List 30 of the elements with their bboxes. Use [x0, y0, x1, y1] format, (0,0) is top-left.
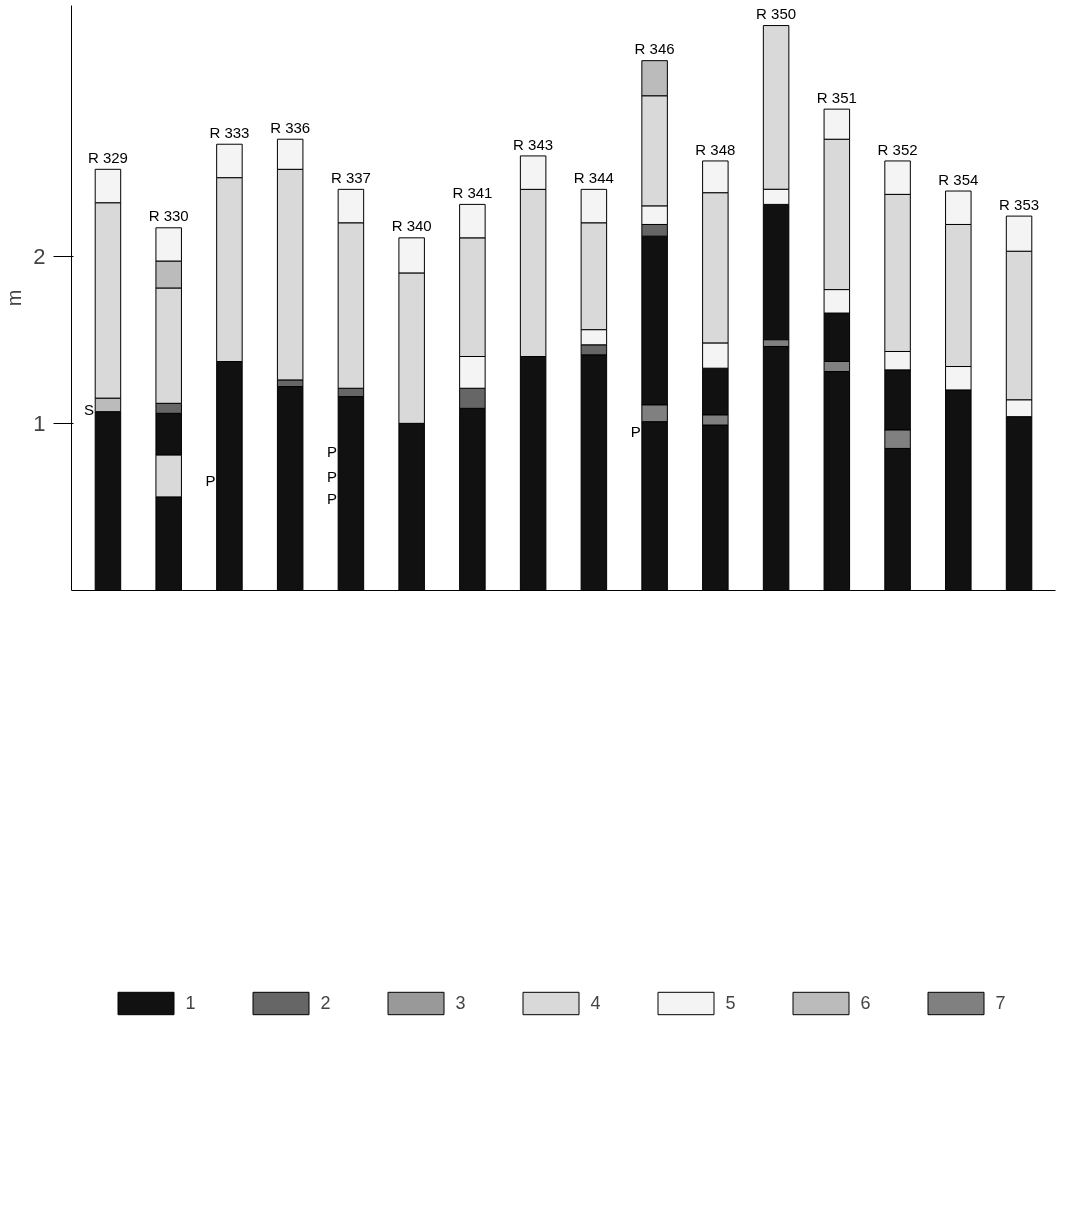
x-tick-label: R 329 — [87, 148, 128, 166]
x-tick-label: R 343 — [513, 135, 554, 153]
x-tick-label: R 354 — [938, 170, 979, 188]
legend-label: 7 — [995, 992, 1007, 1014]
x-tick-label: R 344 — [573, 169, 614, 187]
legend-label: 1 — [185, 992, 197, 1014]
annotation: P — [326, 443, 337, 461]
x-tick-label: R 341 — [452, 184, 493, 202]
legend-label: 2 — [320, 992, 332, 1014]
legend-label: 5 — [725, 992, 737, 1014]
x-tick-label: R 330 — [148, 207, 189, 225]
legend-label: 3 — [455, 992, 467, 1014]
x-tick-label: R 346 — [634, 40, 675, 58]
x-tick-label: R 336 — [270, 118, 311, 136]
x-tick-label: R 351 — [816, 88, 857, 106]
annotation: S — [83, 401, 94, 419]
annotation: P — [205, 471, 216, 489]
x-tick-label: R 350 — [756, 5, 797, 23]
legend-label: 4 — [590, 992, 602, 1014]
annotation: P — [326, 468, 337, 486]
x-tick-label: R 333 — [209, 123, 250, 141]
annotation: P — [630, 423, 641, 441]
annotation: P — [326, 490, 337, 508]
x-tick-label: R 353 — [999, 195, 1040, 213]
x-tick-label: R 337 — [330, 169, 371, 187]
x-tick-label: R 348 — [695, 140, 736, 158]
x-tick-label: R 340 — [391, 217, 432, 235]
legend-label: 6 — [860, 992, 872, 1014]
x-tick-label: R 352 — [877, 140, 918, 158]
y-axis-title: m — [3, 289, 26, 307]
